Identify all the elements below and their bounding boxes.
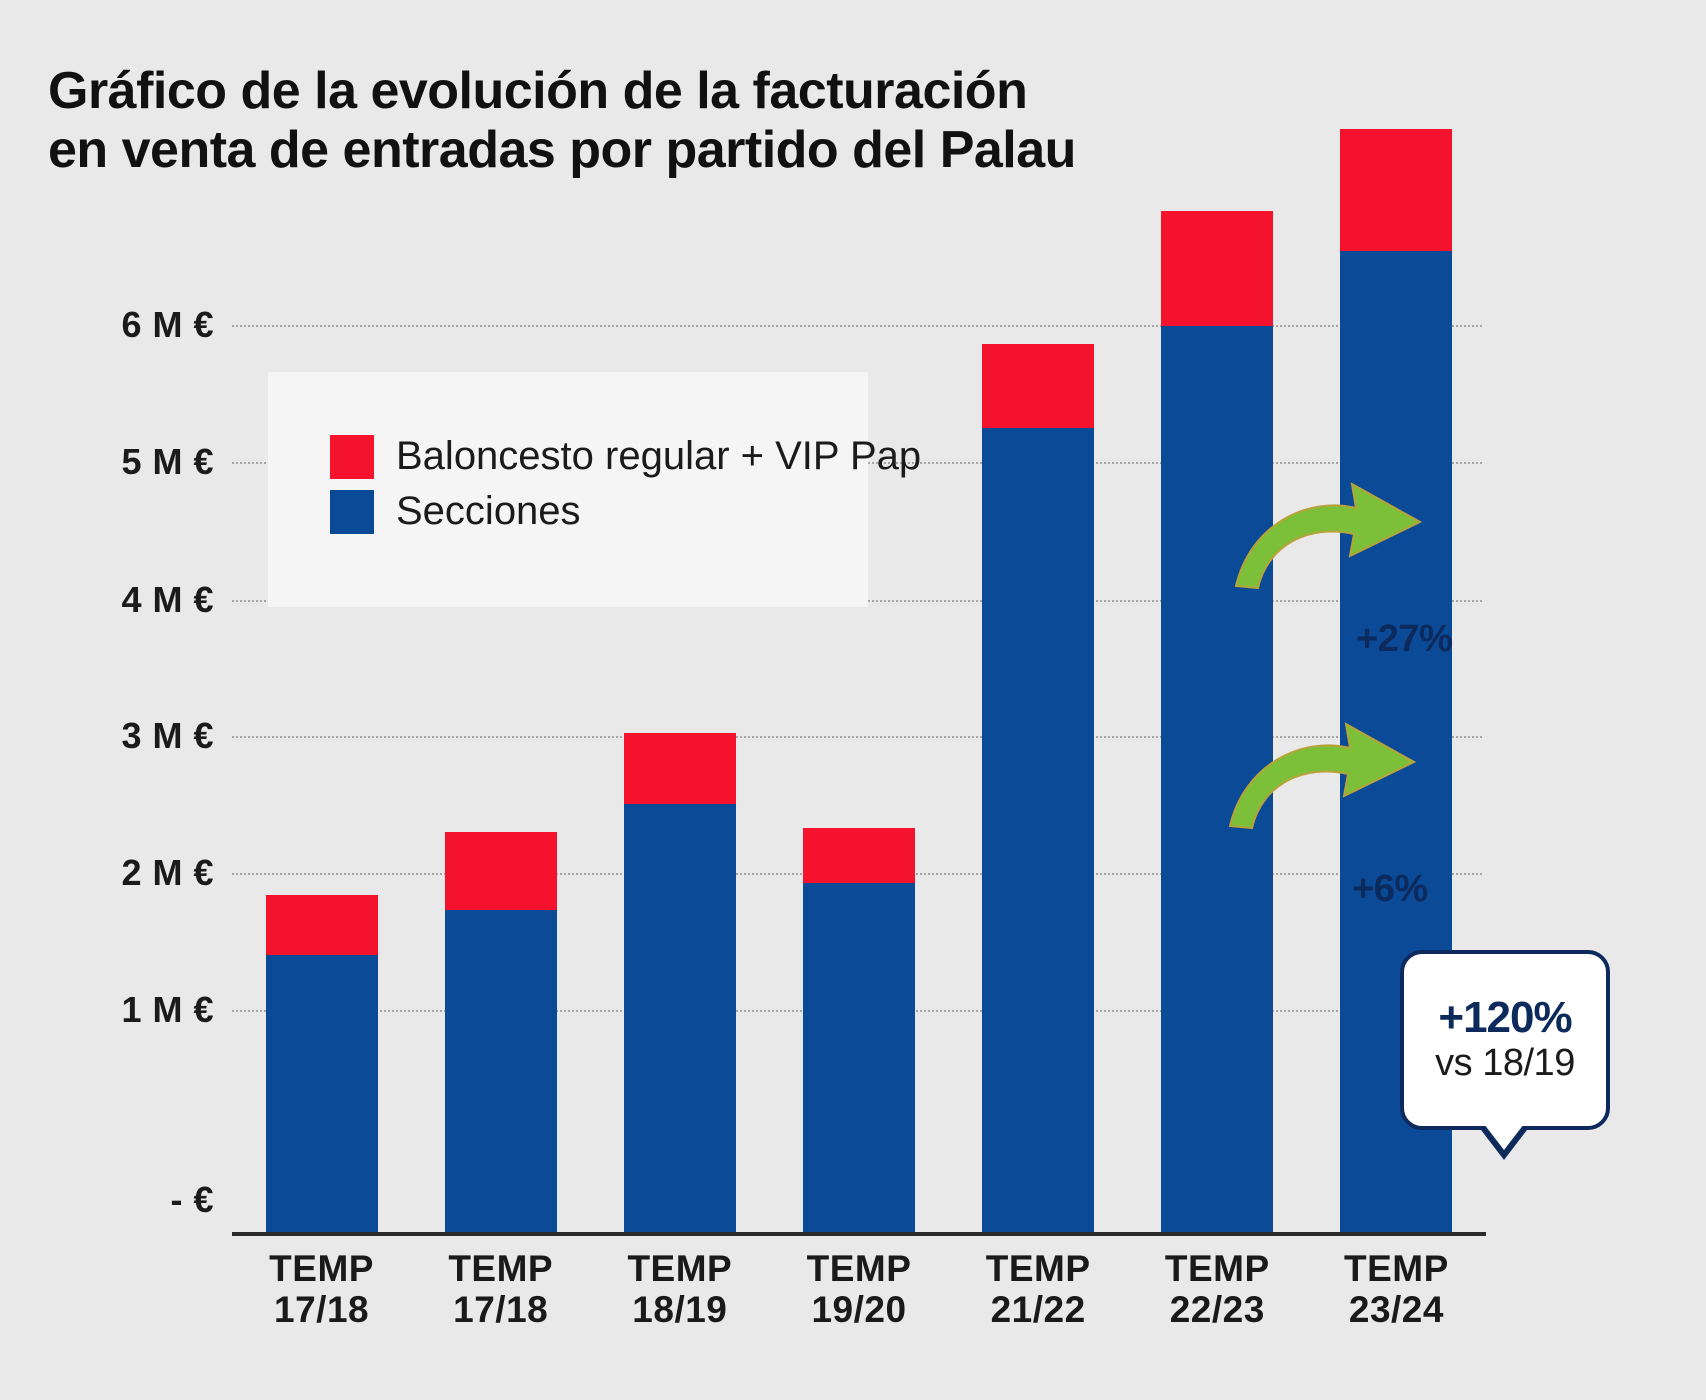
y-axis: 6 M € 5 M € 4 M € 3 M € 2 M € 1 M € - € (54, 0, 214, 1400)
x-tick-line-1: TEMP (985, 1248, 1091, 1289)
legend: Baloncesto regular + VIP Pap Secciones (268, 372, 921, 607)
legend-swatch-red-icon (330, 434, 374, 479)
legend-swatch-blue-icon (330, 489, 374, 534)
x-tick-line-2: 22/23 (1169, 1289, 1265, 1331)
y-tick-label: 1 M € (121, 989, 214, 1030)
growth-arrow-6-icon (1228, 722, 1417, 830)
x-tick-label: TEMP 18/19 (585, 1248, 775, 1331)
x-tick-label: TEMP 21/22 (943, 1248, 1133, 1331)
gridline (232, 736, 1482, 738)
bar-temp-19-20[interactable] (803, 827, 915, 1232)
legend-label: Secciones (396, 489, 581, 533)
bar-segment-baloncesto (623, 732, 736, 804)
y-tick-label: 2 M € (121, 852, 214, 893)
x-tick-label: TEMP 22/23 (1122, 1248, 1312, 1331)
bar-temp-17-18[interactable] (265, 894, 378, 1232)
bars-layer (232, 128, 1486, 1232)
gridline (232, 325, 1482, 327)
callout-tail-inner-icon (1484, 1124, 1524, 1150)
y-tick-label: 5 M € (121, 441, 214, 482)
x-tick-label: TEMP 17/18 (406, 1248, 596, 1331)
legend-item-secciones[interactable]: Secciones (330, 489, 868, 534)
x-tick-line-2: 23/24 (1348, 1289, 1444, 1331)
x-tick-line-1: TEMP (269, 1248, 374, 1289)
bar-temp-18-19[interactable] (623, 732, 736, 1232)
callout-subtext: vs 18/19 (1435, 1042, 1575, 1085)
bar-segment-secciones (982, 428, 1095, 1232)
bar-segment-baloncesto (982, 344, 1095, 429)
annotation-pct-6: +6% (1352, 868, 1428, 910)
legend-label: Baloncesto regular + VIP Pap (396, 434, 922, 478)
y-tick-label: 3 M € (121, 715, 214, 756)
annotation-pct-27: +27% (1356, 618, 1453, 660)
bar-segment-secciones (444, 910, 557, 1232)
x-tick-line-2: 21/22 (990, 1289, 1086, 1331)
x-tick-line-2: 17/18 (453, 1289, 549, 1331)
x-tick-line-2: 18/19 (632, 1289, 728, 1331)
bar-segment-secciones (803, 883, 915, 1232)
page-title-line-2: en venta de entradas por partido del Pal… (48, 120, 1076, 179)
growth-arrow-27-icon (1234, 482, 1423, 590)
x-tick-line-2: 17/18 (274, 1289, 370, 1331)
x-tick-label: TEMP 17/18 (227, 1248, 417, 1331)
x-tick-line-2: 19/20 (811, 1289, 907, 1331)
bar-segment-baloncesto (444, 832, 557, 911)
y-tick-label: 6 M € (121, 304, 214, 345)
bar-segment-secciones (265, 954, 378, 1232)
y-tick-label: - € (170, 1179, 214, 1220)
bar-segment-baloncesto (1161, 210, 1274, 327)
x-tick-line-1: TEMP (806, 1248, 912, 1289)
legend-item-baloncesto[interactable]: Baloncesto regular + VIP Pap (330, 434, 921, 479)
x-tick-label: TEMP 19/20 (764, 1248, 954, 1331)
bar-temp-21-22[interactable] (982, 344, 1095, 1232)
x-tick-label: TEMP 23/24 (1301, 1248, 1491, 1331)
bar-segment-baloncesto (1340, 128, 1453, 251)
bar-segment-baloncesto (803, 827, 915, 884)
page-title-line-1: Gráfico de la evolución de la facturació… (48, 62, 1028, 120)
bar-segment-secciones (623, 803, 736, 1232)
callout-bubble: +120% vs 18/19 (1400, 950, 1610, 1130)
x-tick-line-1: TEMP (1164, 1248, 1270, 1289)
y-tick-label: 4 M € (121, 579, 214, 620)
x-tick-line-1: TEMP (627, 1248, 733, 1289)
callout-main-value: +120% (1438, 993, 1572, 1042)
bar-temp-17-18[interactable] (444, 832, 557, 1232)
x-tick-line-1: TEMP (448, 1248, 554, 1289)
page-title: Gráfico de la evolución de la facturació… (48, 62, 1468, 180)
bar-segment-baloncesto (265, 894, 378, 955)
x-axis-line (232, 1232, 1486, 1236)
x-tick-line-1: TEMP (1344, 1248, 1449, 1289)
